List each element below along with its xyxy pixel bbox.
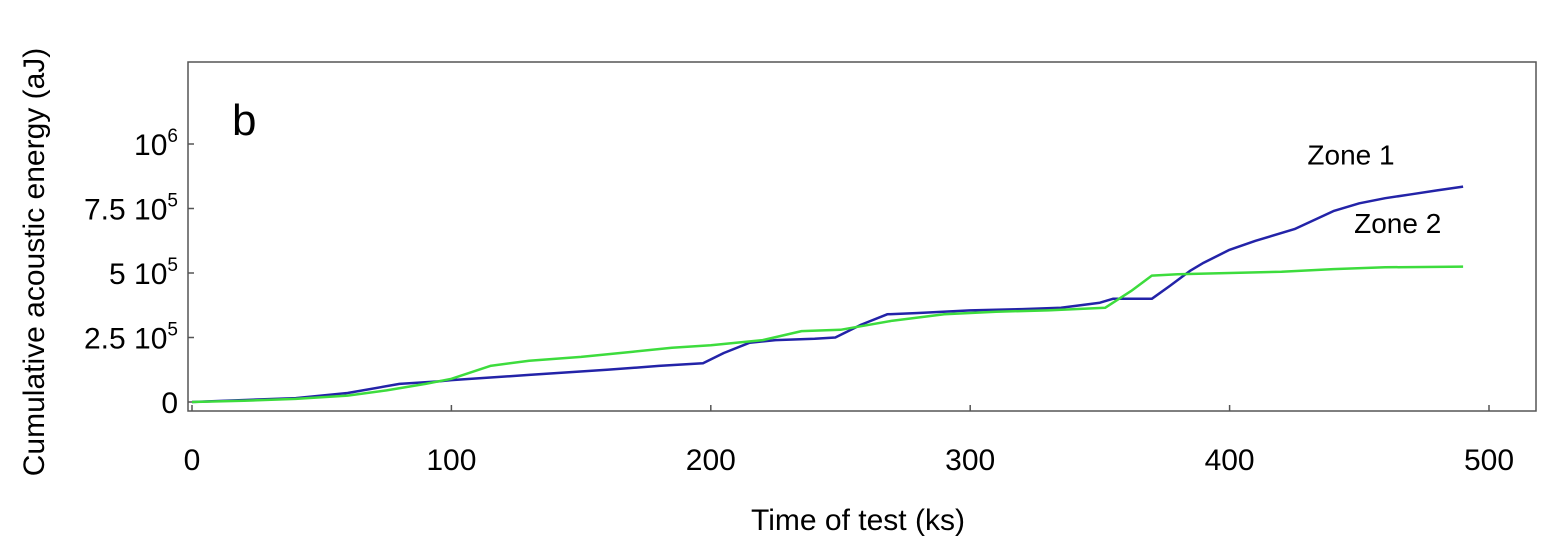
x-tick-label: 200 [686,444,736,477]
x-tick-label: 100 [426,444,476,477]
series-line-zone-1 [191,185,1464,404]
y-axis: 0 2.5 105 5 105 7.5 105 106 [84,126,194,420]
panel-label: b [232,96,256,145]
y-tick-label: 0 [161,387,178,420]
y-axis-label: Cumulative acoustic energy (aJ) [18,48,51,477]
series-annotation: Zone 2 [1354,208,1441,239]
y-tick-label: 5 105 [109,255,178,291]
x-axis-label: Time of test (ks) [751,504,965,537]
series-layer [191,185,1464,404]
x-axis: 0 100 200 300 400 500 [184,405,1514,477]
x-tick-label: 0 [184,444,201,477]
annotation-layer: Zone 1 Zone 2 [1307,140,1441,239]
x-tick-label: 400 [1205,444,1255,477]
x-tick-label: 500 [1464,444,1514,477]
series-line-zone-2 [191,265,1464,404]
plot-frame [187,61,1537,412]
x-tick-label: 300 [945,444,995,477]
y-tick-label: 106 [134,126,178,162]
series-annotation: Zone 1 [1307,140,1394,171]
y-tick-label: 7.5 105 [84,191,178,227]
y-tick-label: 2.5 105 [84,320,178,356]
